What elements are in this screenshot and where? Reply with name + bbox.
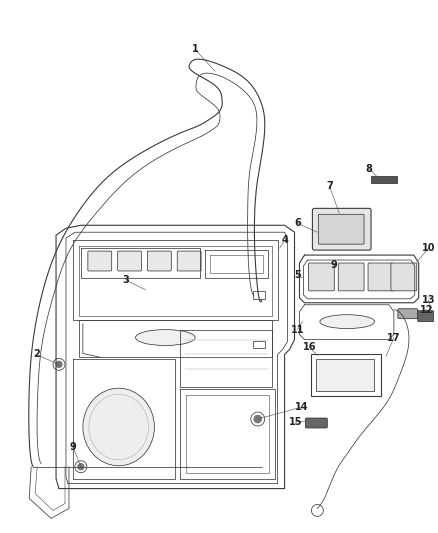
Text: 1: 1 [192, 44, 198, 54]
Text: 9: 9 [331, 260, 338, 270]
Text: 10: 10 [422, 243, 435, 253]
FancyBboxPatch shape [312, 208, 371, 250]
Text: 14: 14 [295, 402, 308, 412]
Text: 16: 16 [303, 343, 316, 352]
FancyBboxPatch shape [391, 263, 417, 291]
FancyBboxPatch shape [148, 251, 171, 271]
FancyBboxPatch shape [118, 251, 141, 271]
Circle shape [56, 361, 62, 367]
Text: 7: 7 [326, 181, 333, 190]
Text: 11: 11 [291, 325, 304, 335]
FancyBboxPatch shape [88, 251, 112, 271]
Circle shape [78, 464, 84, 470]
Text: 13: 13 [422, 295, 435, 305]
FancyBboxPatch shape [338, 263, 364, 291]
FancyBboxPatch shape [418, 311, 434, 321]
FancyBboxPatch shape [316, 359, 374, 391]
Ellipse shape [83, 388, 155, 466]
Text: 8: 8 [366, 164, 372, 174]
FancyBboxPatch shape [253, 291, 265, 299]
Ellipse shape [135, 329, 195, 345]
Text: 2: 2 [33, 350, 39, 359]
Text: 12: 12 [420, 305, 434, 314]
Text: 17: 17 [387, 333, 401, 343]
FancyBboxPatch shape [308, 263, 334, 291]
FancyBboxPatch shape [318, 214, 364, 244]
FancyBboxPatch shape [398, 309, 418, 319]
Ellipse shape [320, 314, 374, 329]
Text: 9: 9 [70, 442, 76, 452]
Text: 15: 15 [289, 417, 302, 427]
Text: 3: 3 [122, 275, 129, 285]
Circle shape [254, 415, 262, 423]
FancyBboxPatch shape [253, 341, 265, 349]
FancyBboxPatch shape [305, 418, 327, 428]
FancyBboxPatch shape [371, 175, 397, 182]
FancyBboxPatch shape [311, 354, 381, 396]
Text: 5: 5 [294, 270, 301, 280]
Text: 6: 6 [294, 219, 301, 228]
FancyBboxPatch shape [177, 251, 201, 271]
Text: 4: 4 [281, 235, 288, 245]
FancyBboxPatch shape [368, 263, 394, 291]
